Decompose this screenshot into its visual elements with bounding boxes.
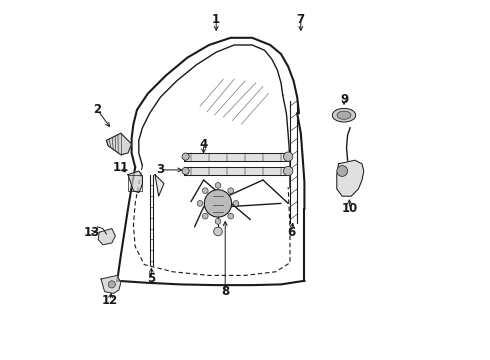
Text: 12: 12: [102, 294, 118, 307]
Text: 6: 6: [287, 226, 295, 239]
Text: 13: 13: [84, 226, 100, 239]
Polygon shape: [184, 167, 288, 175]
Circle shape: [284, 166, 293, 176]
Text: 8: 8: [221, 285, 229, 298]
Circle shape: [337, 166, 347, 176]
Circle shape: [284, 152, 293, 161]
Circle shape: [215, 183, 221, 188]
Polygon shape: [128, 171, 143, 193]
Ellipse shape: [337, 111, 351, 119]
Text: 11: 11: [113, 161, 129, 174]
Circle shape: [108, 281, 116, 288]
Text: 7: 7: [297, 13, 305, 26]
Polygon shape: [337, 160, 364, 196]
Polygon shape: [184, 153, 288, 161]
Circle shape: [233, 201, 239, 206]
Circle shape: [215, 219, 221, 224]
Polygon shape: [101, 275, 121, 293]
Circle shape: [204, 190, 232, 217]
Circle shape: [228, 188, 234, 194]
Text: 5: 5: [147, 273, 155, 285]
Text: 10: 10: [341, 202, 358, 215]
Circle shape: [197, 201, 203, 206]
Polygon shape: [106, 133, 132, 155]
Text: 2: 2: [93, 103, 101, 116]
Ellipse shape: [332, 108, 356, 122]
Text: 3: 3: [156, 163, 165, 176]
Circle shape: [202, 188, 208, 194]
Text: 1: 1: [212, 13, 220, 26]
Polygon shape: [155, 175, 164, 196]
Circle shape: [182, 153, 189, 160]
Text: 9: 9: [340, 93, 348, 105]
Text: 4: 4: [199, 138, 208, 150]
Circle shape: [202, 213, 208, 219]
Polygon shape: [98, 229, 116, 245]
Circle shape: [228, 213, 234, 219]
Circle shape: [214, 227, 222, 236]
Circle shape: [182, 167, 189, 175]
